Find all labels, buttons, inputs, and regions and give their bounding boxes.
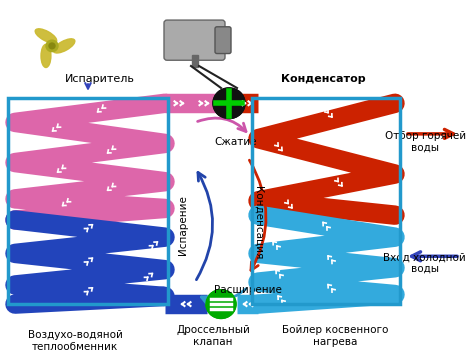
Circle shape — [213, 88, 245, 119]
Circle shape — [206, 290, 236, 318]
Bar — [192, 55, 198, 67]
Ellipse shape — [53, 39, 75, 53]
Text: Испаритель: Испаритель — [65, 74, 135, 84]
Text: Расширение: Расширение — [214, 285, 282, 295]
Ellipse shape — [35, 29, 57, 43]
Text: Сжатие: Сжатие — [214, 137, 256, 146]
Text: Вход холодной
воды: Вход холодной воды — [383, 252, 466, 274]
Text: Воздухо-водяной
теплообменник: Воздухо-водяной теплообменник — [27, 330, 122, 352]
FancyBboxPatch shape — [164, 20, 225, 60]
Text: Конденсатор: Конденсатор — [281, 74, 365, 84]
Circle shape — [206, 290, 236, 318]
Circle shape — [49, 43, 55, 49]
Text: Конденсация: Конденсация — [253, 186, 263, 259]
Text: Бойлер косвенного
нагрева: Бойлер косвенного нагрева — [282, 325, 388, 347]
Circle shape — [213, 88, 245, 119]
Text: Испарение: Испарение — [178, 195, 188, 255]
Bar — [8, 98, 168, 304]
FancyBboxPatch shape — [215, 27, 231, 54]
Text: Дроссельный
клапан: Дроссельный клапан — [176, 325, 250, 347]
Circle shape — [46, 40, 58, 52]
Bar — [252, 98, 400, 304]
Text: Отбор горячей
воды: Отбор горячей воды — [385, 131, 466, 152]
Ellipse shape — [41, 44, 51, 67]
